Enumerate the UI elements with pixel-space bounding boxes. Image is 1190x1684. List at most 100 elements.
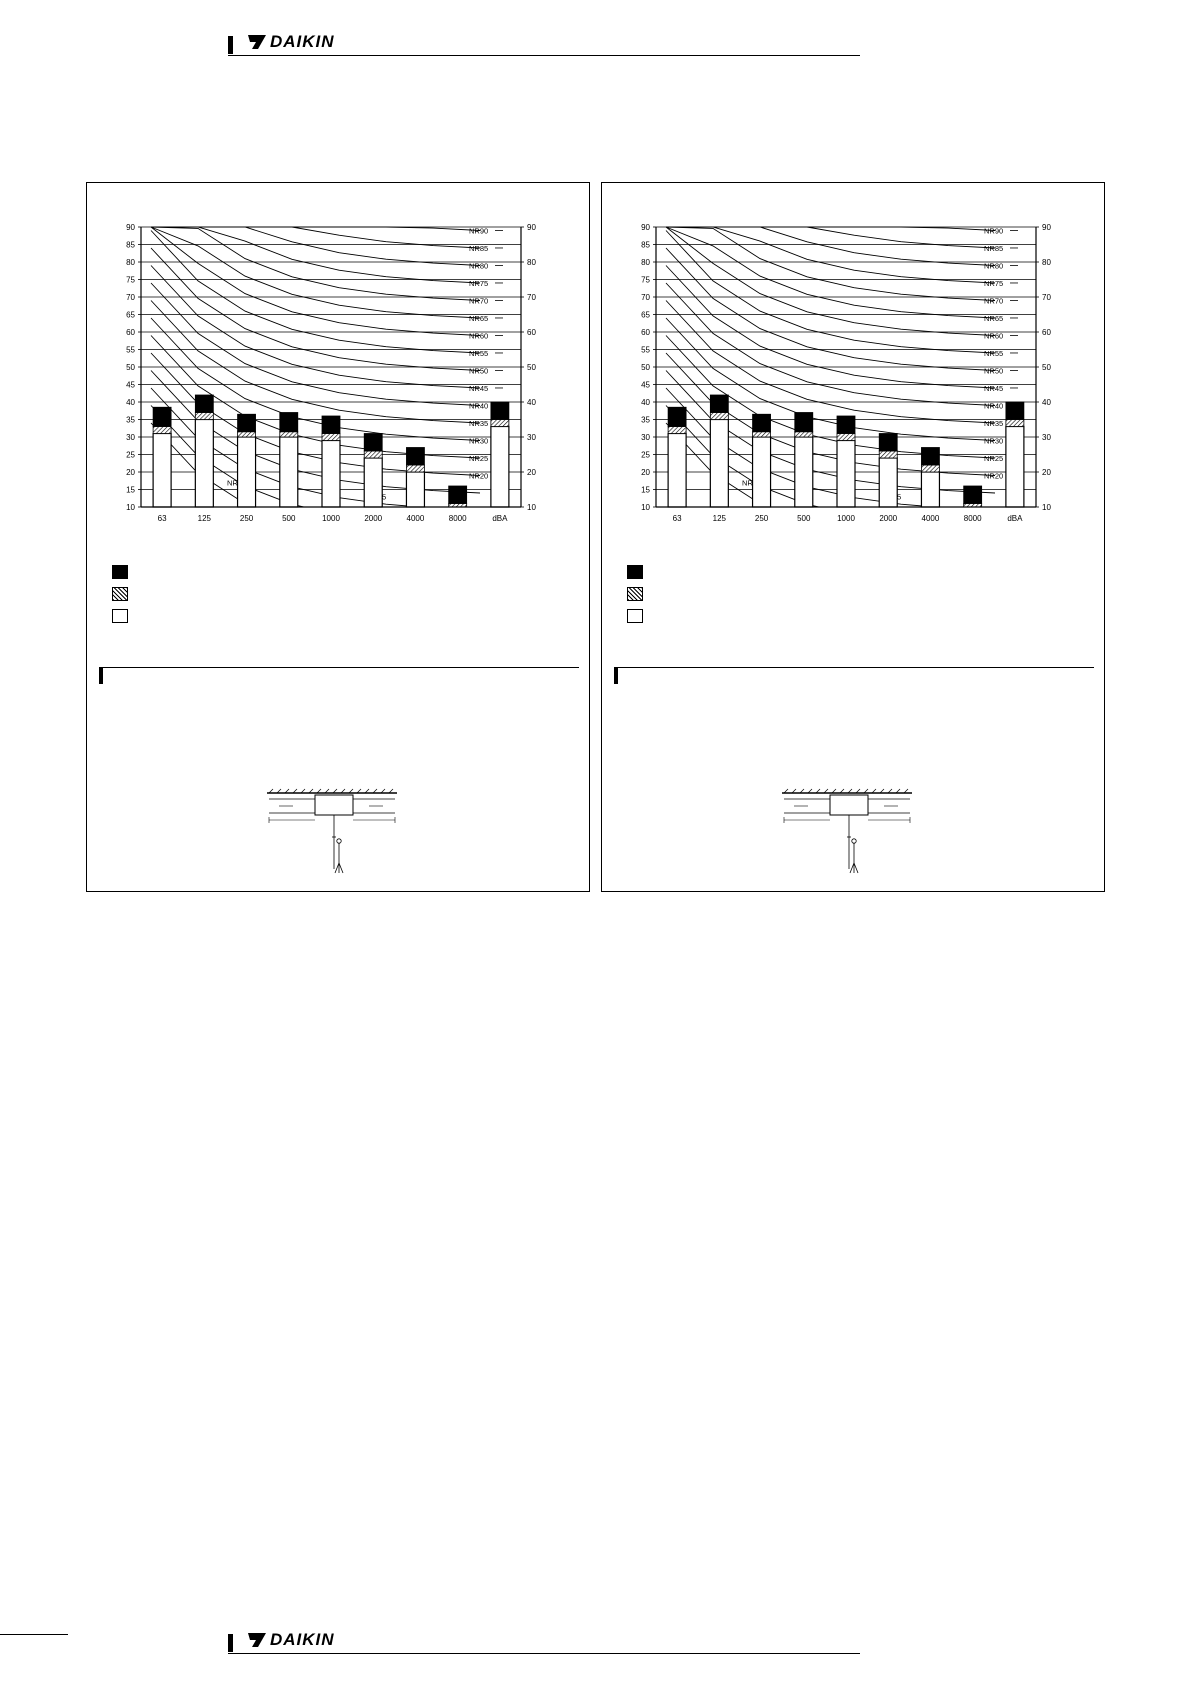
bar-white [405,471,426,508]
y-tick-label-right: 20 [527,468,536,477]
nr-curve [665,230,996,354]
y-tick-label: 30 [126,433,135,442]
x-tick-label: dBA [1007,514,1023,523]
x-tick-label: 250 [755,514,769,523]
header-marker [228,36,233,54]
y-tick-label: 85 [641,241,650,250]
unit-installation-diagram [782,788,912,874]
y-tick-label-right: 30 [1042,433,1051,442]
x-tick-label: 250 [240,514,254,523]
nr-curve-label: NR45 [984,384,1003,393]
nr-curve-label: NR90 [984,226,1003,235]
bar-black [836,415,856,434]
bar-hatched [836,433,856,441]
nr-curve-label: NR25 [469,454,488,463]
y-tick-label-right: 50 [1042,363,1051,372]
measurement-diagram [257,783,407,883]
bar-black [667,406,687,427]
nr-curve-label: NR30 [469,436,488,445]
x-tick-label: 63 [673,514,682,523]
bar-black [709,394,729,413]
nr-curve-label: NR35 [469,419,488,428]
bar-white [794,436,814,508]
nr-curve [665,226,996,319]
y-tick-label: 45 [126,381,135,390]
x-tick-label: 2000 [364,514,382,523]
nr-curve-label: NR80 [469,261,488,270]
unit-installation-diagram [267,788,397,874]
nr-curve [665,300,996,424]
nr-curve-label: NR40 [984,401,1003,410]
nr-curve-label: NR85 [469,244,488,253]
daikin-logo: DAIKIN [246,1630,335,1650]
y-tick-label-right: 90 [1042,223,1051,232]
bar-white [836,439,856,508]
nr-curve [665,335,996,459]
bar-hatched [406,464,425,473]
nr-curve [666,226,996,284]
y-tick-label-right: 30 [527,433,536,442]
nr-curve [150,226,481,319]
logo-text: DAIKIN [270,32,335,51]
y-tick-label-right: 40 [1042,398,1051,407]
nr-curve [665,226,996,336]
y-tick-label-right: 60 [1042,328,1051,337]
x-tick-label: 500 [797,514,811,523]
y-tick-label: 80 [641,258,650,267]
legend-swatch-black [112,565,128,579]
nr-curve [150,282,481,406]
bar-hatched [194,412,214,420]
nr-curve [665,317,996,441]
y-tick-label: 90 [126,223,135,232]
nr-curve [151,226,481,231]
nr-curve-label: NR60 [984,331,1003,340]
footer-rule [228,1653,860,1654]
page-header: DAIKIN [228,30,860,58]
nr-curve [151,226,481,284]
y-tick-label-right: 80 [1042,258,1051,267]
legend-swatch-hatched [627,587,643,601]
nr-curve [150,226,481,301]
y-tick-label: 85 [126,241,135,250]
bar-white [363,457,383,508]
x-tick-label: 8000 [964,514,982,523]
bar-white [490,425,510,508]
x-tick-label: 500 [282,514,296,523]
bar-hatched [667,426,687,434]
daikin-logo-icon [248,1633,266,1647]
y-tick-label-right: 60 [527,328,536,337]
bar-white [878,457,898,508]
y-tick-label-right: 80 [527,258,536,267]
bar-white [667,432,687,508]
y-tick-label-right: 90 [527,223,536,232]
nr-curve [666,226,996,231]
footer-left-rule [0,1634,68,1635]
x-tick-label: 1000 [322,514,340,523]
nr-curve [665,247,996,371]
bar-black [490,401,510,420]
bar-black [321,415,341,434]
nr-curve-label: NR70 [469,296,488,305]
nr-chart-svg: NR0NR5NR10NR15NR20NR25NR30NR35NR40NR45NR… [641,223,1051,523]
nr-curve-label: NR80 [984,261,1003,270]
bar-hatched [363,450,383,459]
y-tick-label: 35 [641,416,650,425]
nr-chart: NR0NR5NR10NR15NR20NR25NR30NR35NR40NR45NR… [105,217,575,547]
nr-chart: NR0NR5NR10NR15NR20NR25NR30NR35NR40NR45NR… [620,217,1090,547]
daikin-logo-icon [248,35,266,49]
y-tick-label: 50 [641,363,650,372]
x-tick-label: 63 [158,514,167,523]
nr-curve-label: NR85 [984,244,1003,253]
y-tick-label: 10 [126,503,135,512]
bar-black [194,394,214,413]
bar-white [152,432,172,508]
bar-black [794,412,814,433]
y-tick-label: 60 [641,328,650,337]
nr-curve [151,226,481,266]
nr-curve-label: NR0 [742,479,757,488]
nr-curve [665,226,996,301]
bar-white [751,436,772,508]
bar-black [152,406,172,427]
bar-hatched [794,431,814,438]
bar-white [920,471,941,508]
